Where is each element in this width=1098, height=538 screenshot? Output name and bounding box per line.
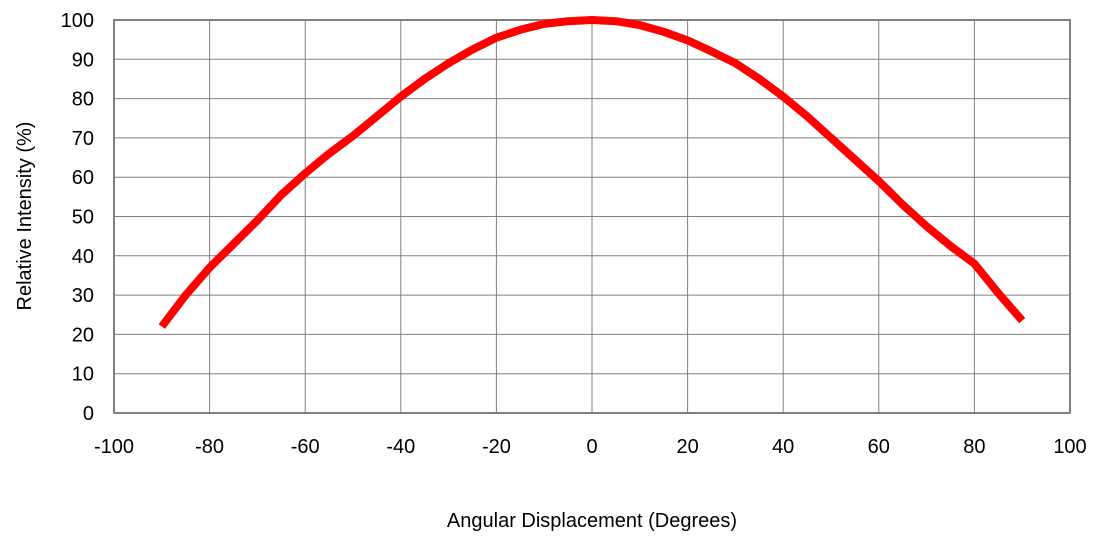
y-tick-label: 30 [72, 285, 94, 307]
x-tick-label: 0 [586, 436, 597, 458]
y-tick-label: 10 [72, 364, 94, 386]
y-tick-label: 0 [83, 403, 94, 425]
x-tick-label: 20 [676, 436, 698, 458]
y-tick-label: 40 [72, 246, 94, 268]
y-tick-labels: 0 10 20 30 40 50 60 70 80 90 100 [61, 10, 94, 425]
x-tick-label: 100 [1053, 436, 1086, 458]
x-axis-label: Angular Displacement (Degrees) [447, 510, 737, 532]
x-tick-label: -60 [291, 436, 320, 458]
x-tick-label: -80 [195, 436, 224, 458]
y-tick-label: 80 [72, 89, 94, 111]
y-tick-label: 100 [61, 10, 94, 32]
series-group [158, 16, 1026, 329]
x-tick-label: -100 [94, 436, 134, 458]
x-tick-label: 40 [772, 436, 794, 458]
x-tick-labels: -100 -80 -60 -40 -20 0 20 40 60 80 100 [94, 436, 1087, 458]
x-tick-label: 60 [868, 436, 890, 458]
series-line [158, 16, 1026, 329]
x-tick-label: 80 [963, 436, 985, 458]
y-tick-label: 70 [72, 128, 94, 150]
y-tick-label: 90 [72, 49, 94, 71]
y-tick-label: 50 [72, 207, 94, 229]
y-tick-label: 60 [72, 167, 94, 189]
y-axis-label: Relative Intensity (%) [14, 122, 36, 311]
x-tick-label: -20 [482, 436, 511, 458]
x-tick-label: -40 [386, 436, 415, 458]
y-tick-label: 20 [72, 324, 94, 346]
